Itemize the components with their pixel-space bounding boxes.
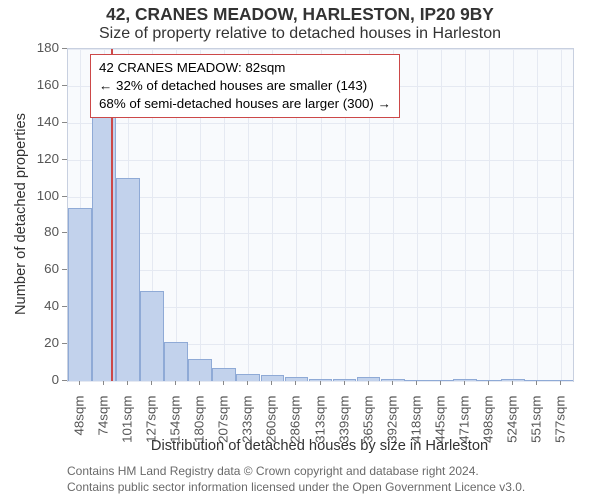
x-tick-label: 365sqm: [360, 396, 375, 456]
x-tick-label: 286sqm: [288, 396, 303, 456]
y-tick-label: 180: [29, 40, 59, 55]
gridline-vertical: [561, 49, 562, 381]
x-tick-label: 392sqm: [384, 396, 399, 456]
histogram-bar: [549, 380, 573, 381]
x-tick-label: 577sqm: [552, 396, 567, 456]
histogram-bar: [116, 178, 140, 381]
x-tick-label: 207sqm: [216, 396, 231, 456]
x-tick-label: 180sqm: [192, 396, 207, 456]
attribution-footer: Contains HM Land Registry data © Crown c…: [67, 463, 525, 495]
histogram-bar: [429, 380, 453, 381]
gridline-vertical: [465, 49, 466, 381]
callout-line-2: ← 32% of detached houses are smaller (14…: [99, 77, 391, 95]
chart-container: 42, CRANES MEADOW, HARLESTON, IP20 9BY S…: [0, 0, 600, 500]
x-tick-label: 233sqm: [240, 396, 255, 456]
callout-box: 42 CRANES MEADOW: 82sqm ← 32% of detache…: [90, 54, 400, 118]
y-tick-mark: [62, 306, 67, 307]
x-tick-label: 101sqm: [120, 396, 135, 456]
histogram-bar: [164, 342, 188, 381]
attribution-line-2: Contains public sector information licen…: [67, 479, 525, 495]
y-tick-mark: [62, 232, 67, 233]
x-tick-label: 127sqm: [144, 396, 159, 456]
x-tick-label: 471sqm: [456, 396, 471, 456]
y-tick-mark: [62, 159, 67, 160]
y-tick-mark: [62, 196, 67, 197]
histogram-bar: [453, 379, 477, 381]
histogram-bar: [309, 379, 333, 381]
x-tick-label: 313sqm: [312, 396, 327, 456]
x-tick-label: 418sqm: [408, 396, 423, 456]
histogram-bar: [212, 368, 236, 381]
chart-title-address: 42, CRANES MEADOW, HARLESTON, IP20 9BY: [0, 0, 600, 25]
gridline-vertical: [417, 49, 418, 381]
x-tick-label: 498sqm: [480, 396, 495, 456]
histogram-bar: [333, 379, 357, 381]
callout-line-3: 68% of semi-detached houses are larger (…: [99, 95, 391, 113]
histogram-bar: [477, 380, 501, 381]
y-tick-mark: [62, 122, 67, 123]
y-tick-label: 20: [29, 335, 59, 350]
histogram-bar: [405, 380, 429, 381]
gridline-vertical: [489, 49, 490, 381]
y-tick-label: 120: [29, 151, 59, 166]
x-tick-label: 260sqm: [264, 396, 279, 456]
x-tick-label: 445sqm: [432, 396, 447, 456]
histogram-bar: [140, 291, 164, 381]
y-tick-mark: [62, 48, 67, 49]
attribution-line-1: Contains HM Land Registry data © Crown c…: [67, 463, 525, 479]
x-tick-label: 339sqm: [336, 396, 351, 456]
callout-line-1: 42 CRANES MEADOW: 82sqm: [99, 59, 391, 77]
gridline-horizontal: [68, 381, 573, 382]
histogram-bar: [357, 377, 381, 381]
y-tick-mark: [62, 85, 67, 86]
y-tick-label: 100: [29, 188, 59, 203]
histogram-bar: [188, 359, 212, 381]
histogram-bar: [285, 377, 309, 381]
gridline-vertical: [441, 49, 442, 381]
y-tick-mark: [62, 269, 67, 270]
histogram-bar: [68, 208, 92, 381]
histogram-bar: [525, 380, 549, 381]
y-axis-label: Number of detached properties: [13, 48, 29, 380]
x-tick-label: 551sqm: [528, 396, 543, 456]
histogram-bar: [236, 374, 260, 381]
y-tick-label: 60: [29, 261, 59, 276]
histogram-bar: [381, 379, 405, 381]
y-tick-label: 80: [29, 224, 59, 239]
gridline-vertical: [537, 49, 538, 381]
histogram-bar: [501, 379, 525, 381]
chart-subtitle: Size of property relative to detached ho…: [0, 25, 600, 43]
y-tick-label: 160: [29, 77, 59, 92]
gridline-vertical: [513, 49, 514, 381]
y-tick-label: 140: [29, 114, 59, 129]
y-tick-mark: [62, 343, 67, 344]
x-tick-label: 74sqm: [96, 396, 111, 456]
x-tick-label: 48sqm: [72, 396, 87, 456]
histogram-bar: [261, 375, 285, 381]
y-tick-mark: [62, 380, 67, 381]
x-tick-label: 524sqm: [504, 396, 519, 456]
y-tick-label: 40: [29, 298, 59, 313]
y-tick-label: 0: [29, 372, 59, 387]
x-tick-label: 154sqm: [168, 396, 183, 456]
